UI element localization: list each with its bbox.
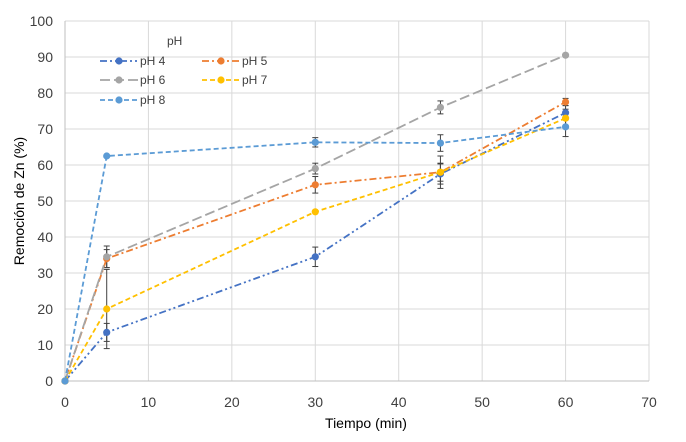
legend-label: pH 7 — [242, 73, 268, 87]
data-point — [436, 103, 445, 111]
data-point — [61, 377, 69, 385]
data-point — [103, 152, 111, 160]
data-point — [561, 51, 570, 59]
legend-label: pH 8 — [140, 93, 166, 107]
data-point — [103, 328, 111, 336]
y-tick-label: 30 — [37, 265, 53, 281]
y-tick-label: 60 — [37, 157, 53, 173]
tick-labels: 0 10 20 30 40 50 60 70 80 90 100 0 10 20 30 40 50 60 70 — [30, 13, 657, 410]
y-tick-label: 0 — [45, 373, 53, 389]
series-line-ph-8 — [64, 125, 566, 382]
data-point — [103, 305, 111, 313]
legend-swatch-marker — [217, 57, 225, 65]
legend-swatch-marker — [115, 76, 123, 84]
legend-label: pH 5 — [242, 54, 268, 68]
legend-swatch-marker — [115, 96, 123, 104]
data-points — [61, 51, 570, 385]
y-tick-label: 40 — [37, 229, 53, 245]
data-point — [311, 253, 319, 261]
data-point — [561, 98, 570, 106]
legend-swatch-marker — [115, 57, 123, 65]
y-tick-label: 10 — [37, 337, 53, 353]
legend-label: pH 6 — [140, 73, 166, 87]
x-tick-label: 50 — [474, 394, 490, 410]
y-tick-label: 20 — [37, 301, 53, 317]
x-tick-label: 30 — [307, 394, 323, 410]
legend-title: pH — [167, 34, 182, 48]
x-tick-label: 60 — [558, 394, 574, 410]
y-tick-label: 50 — [37, 193, 53, 209]
x-tick-label: 10 — [141, 394, 157, 410]
legend: pH pH 4 pH 5 pH 6 pH 7 pH 8 — [100, 34, 268, 107]
data-point — [103, 253, 111, 261]
data-point — [311, 165, 319, 173]
data-point — [311, 208, 319, 216]
y-tick-label: 90 — [37, 49, 53, 65]
data-point — [436, 168, 445, 176]
error-bars — [103, 97, 569, 350]
axes — [64, 21, 649, 382]
y-tick-label: 100 — [30, 13, 54, 29]
data-point — [311, 181, 319, 189]
data-point — [436, 139, 445, 147]
x-axis-title: Tiempo (min) — [325, 415, 407, 431]
y-tick-label: 80 — [37, 85, 53, 101]
data-point — [561, 114, 570, 122]
legend-swatch-marker — [217, 76, 225, 84]
x-tick-label: 20 — [224, 394, 240, 410]
data-point — [561, 123, 570, 131]
data-point — [561, 109, 570, 117]
data-point — [311, 138, 319, 146]
y-axis-title: Remoción de Zn (%) — [11, 137, 27, 265]
x-tick-label: 40 — [391, 394, 407, 410]
x-tick-label: 0 — [61, 394, 69, 410]
legend-label: pH 4 — [140, 54, 166, 68]
y-tick-label: 70 — [37, 121, 53, 137]
x-tick-label: 70 — [641, 394, 657, 410]
